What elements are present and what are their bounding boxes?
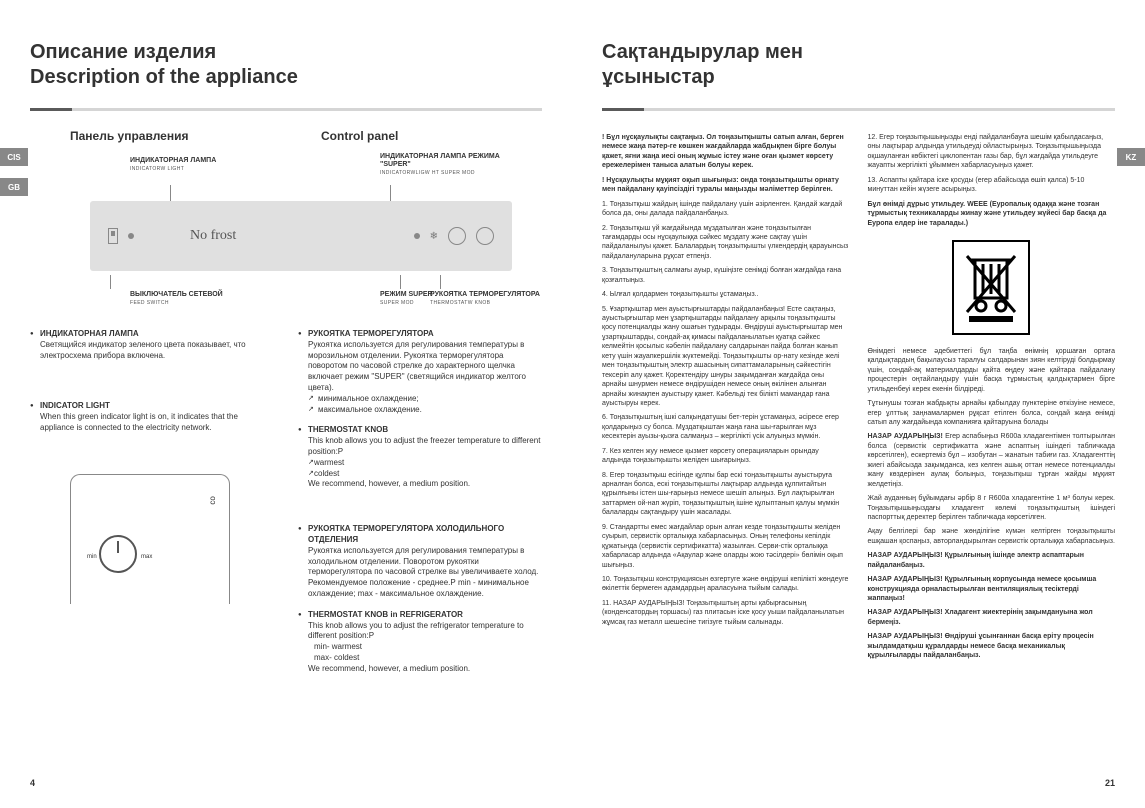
weee-text: Өнімдегі немесе әдебиеттегі бұл таңба өн… — [868, 347, 1116, 394]
rule-8: 8. Егер тоңазытқыш есігінде құлпы бар ес… — [602, 471, 850, 518]
tab-gb: GB — [0, 178, 28, 196]
page-number-left: 4 — [30, 778, 35, 788]
rule-3: 3. Тоңазытқыштың салмағы ауыр, күшіңізге… — [602, 266, 850, 285]
attention-r600b: Жай ауданның бұйымдағы әрбір 8 г R600a х… — [868, 494, 1116, 522]
attention-r600c: Ақау белгілері бар және жөнділігіне күмә… — [868, 527, 1116, 546]
divider-right — [602, 108, 1115, 111]
heading-panel-en: Control panel — [321, 129, 542, 143]
rule-1: 1. Тоңазытқыш жайдың ішінде пайдалану үш… — [602, 200, 850, 219]
rule-4: 4. Ылғал қолдармен тоңазытқышты ұстамаңы… — [602, 290, 850, 299]
divider — [30, 108, 542, 111]
attention-3: НАЗАР АУДАРЫҢЫЗ! Құрылғының корпусында н… — [868, 575, 1116, 603]
snowflake-icon: ❄ — [430, 231, 438, 242]
big-knob-icon — [99, 535, 137, 573]
attention-5: НАЗАР АУДАРЫҢЫЗ! Өндіруші ұсынғаннан бас… — [868, 632, 1116, 660]
page-title-left: Описание изделия Description of the appl… — [30, 40, 542, 90]
attention-r600: НАЗАР АУДАРЫҢЫЗ! Егер аспабыңыз R600a хл… — [868, 432, 1116, 489]
thermostat-knob-icon — [476, 227, 494, 245]
co-label: co — [207, 496, 218, 504]
attention-4: НАЗАР АУДАРЫҢЫЗ! Хладагент жиектерінің з… — [868, 608, 1116, 627]
label-indicator-lamp: ИНДИКАТОРНАЯ ЛАМПА INDICATORW LIGHT — [130, 157, 216, 173]
title-kz2: ұсыныстар — [602, 66, 715, 88]
rule-5: 5. Ұзартқыштар мен ауыстырғыштарды пайда… — [602, 305, 850, 409]
weee-icon — [952, 240, 1030, 335]
title-kz1: Сақтандырулар мен — [602, 41, 803, 63]
item-refr-ru: РУКОЯТКА ТЕРМОРЕГУЛЯТОРА ХОЛОДИЛЬНОГО ОТ… — [298, 524, 542, 600]
rule-12: 12. Егер тоңазытқышыңызды енді пайдаланб… — [868, 133, 1116, 171]
item-thermo-ru: РУКОЯТКА ТЕРМОРЕГУЛЯТОРА Рукоятка исполь… — [298, 329, 542, 415]
heading-panel-ru: Панель управления — [70, 129, 291, 143]
rule-10: 10. Тоңазытқыш конструкциясын өзгертуге … — [602, 575, 850, 594]
title-ru: Описание изделия — [30, 41, 216, 63]
indicator-led-icon — [128, 233, 134, 239]
tab-cis: CIS — [0, 148, 28, 166]
page-number-right: 21 — [1105, 778, 1115, 788]
label-super-mode: РЕЖИМ SUPER SUPER MOD — [380, 291, 433, 307]
item-thermo-en: THERMOSTAT KNOB This knob allows you to … — [298, 425, 542, 490]
refrigerator-knob-diagram: co min max — [70, 474, 230, 604]
rule-2: 2. Тоңазытқыш үй жағдайында мұздатылған … — [602, 224, 850, 262]
item-indicator-en: INDICATOR LIGHT When this green indicato… — [30, 401, 274, 433]
control-panel-diagram: No frost ❄ — [90, 201, 512, 271]
super-knob-icon — [448, 227, 466, 245]
warn-keep-manual: ! Бұл нұсқаулықты сақтаңыз. Ол тоңазытқы… — [602, 133, 850, 171]
rule-9: 9. Стандартты емес жағдайлар орын алған … — [602, 523, 850, 570]
feed-switch-icon — [108, 228, 118, 244]
item-refr-en: THERMOSTAT KNOB in REFRIGERATOR This kno… — [298, 610, 542, 675]
rule-11: 11. НАЗАР АУДАРЫҢЫЗ! Тоңазытқыштың арты … — [602, 599, 850, 627]
weee-text2: Тұтынушы тозған жабдықты арнайы қабылдау… — [868, 399, 1116, 427]
weee-heading: Бұл өнімді дұрыс утильдеу. WEEE (Еуропал… — [868, 200, 1116, 228]
nofrost-label: No frost — [190, 228, 236, 244]
super-led-icon — [414, 233, 420, 239]
tab-kz: KZ — [1117, 148, 1145, 166]
item-indicator-ru: ИНДИКАТОРНАЯ ЛАМПА Светящийся индикатор … — [30, 329, 274, 361]
rule-13: 13. Аспапты қайтара іске қосуды (егер аб… — [868, 176, 1116, 195]
label-feed-switch: ВЫКЛЮЧАТЕЛЬ СЕТЕВОЙ FEED SWITCH — [130, 291, 223, 307]
rule-7: 7. Кез келген жуу немесе қызмет көрсету … — [602, 447, 850, 466]
rule-6: 6. Тоңазытқыштың ішкі салқындатушы бет-т… — [602, 413, 850, 441]
page-title-right: Сақтандырулар мен ұсыныстар — [602, 40, 1115, 90]
attention-2: НАЗАР АУДАРЫҢЫЗ! Құрылғының ішінде элект… — [868, 551, 1116, 570]
label-thermostat: РУКОЯТКА ТЕРМОРЕГУЛЯТОРА THERMOSTATW KNO… — [430, 291, 540, 307]
scale-max: max — [141, 553, 152, 561]
scale-min: min — [87, 553, 97, 561]
warn-read: ! Нұсқаулықты мұқият оқып шығыңыз: онда … — [602, 176, 850, 195]
title-en: Description of the appliance — [30, 66, 298, 88]
label-super-lamp: ИНДИКАТОРНАЯ ЛАМПА РЕЖИМА "SUPER" INDICA… — [380, 153, 500, 177]
